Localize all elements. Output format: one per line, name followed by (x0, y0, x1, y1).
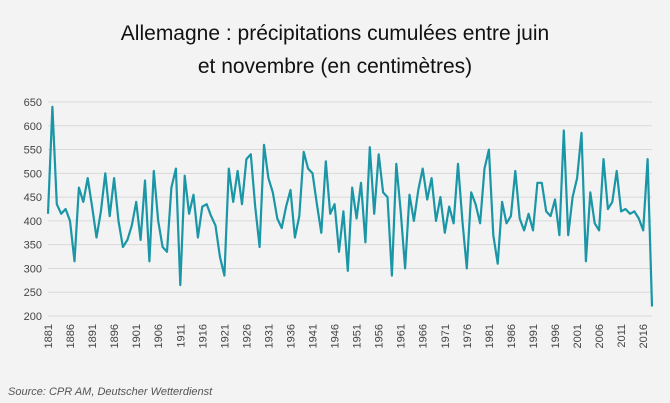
x-tick-label: 1896 (109, 324, 121, 348)
x-tick-label: 1966 (418, 324, 430, 348)
x-tick-label: 2011 (616, 324, 628, 348)
x-tick-label: 1881 (43, 324, 55, 348)
x-tick-label: 1891 (87, 324, 99, 348)
y-tick-label: 350 (24, 240, 42, 252)
x-tick-label: 1901 (131, 324, 143, 348)
x-tick-label: 1921 (219, 324, 231, 348)
y-tick-label: 450 (24, 192, 42, 204)
x-tick-label: 2006 (594, 324, 606, 348)
y-tick-label: 250 (24, 287, 42, 299)
x-tick-label: 1911 (175, 324, 187, 348)
x-tick-label: 1941 (308, 324, 320, 348)
x-tick-label: 1971 (440, 324, 452, 348)
x-tick-label: 1996 (550, 324, 562, 348)
x-tick-label: 1931 (263, 324, 275, 348)
y-tick-label: 400 (24, 216, 42, 228)
x-tick-label: 1946 (330, 324, 342, 348)
x-tick-label: 1916 (197, 324, 209, 348)
y-tick-label: 650 (24, 97, 42, 109)
x-tick-label: 1991 (528, 324, 540, 348)
x-tick-label: 1906 (153, 324, 165, 348)
y-tick-label: 200 (24, 311, 42, 323)
y-tick-label: 500 (24, 168, 42, 180)
chart-title-line1: Allemagne : précipitations cumulées entr… (120, 22, 550, 45)
x-tick-label: 1981 (484, 324, 496, 348)
x-tick-label: 1886 (65, 324, 77, 348)
x-tick-label: 1926 (241, 324, 253, 348)
x-tick-label: 1956 (374, 324, 386, 348)
x-tick-label: 1936 (285, 324, 297, 348)
y-tick-label: 600 (24, 121, 42, 133)
x-tick-label: 1961 (396, 324, 408, 348)
x-tick-label: 1976 (462, 324, 474, 348)
source-note: Source: CPR AM, Deutscher Wetterdienst (8, 386, 213, 398)
chart-title-line2: et novembre (en centimètres) (197, 55, 473, 78)
x-tick-label: 2001 (572, 324, 584, 348)
y-tick-label: 550 (24, 145, 42, 157)
x-tick-label: 1951 (352, 324, 364, 348)
series-line (46, 105, 654, 307)
x-tick-label: 2016 (638, 324, 650, 348)
y-tick-label: 300 (24, 263, 42, 275)
x-tick-label: 1986 (506, 324, 518, 348)
